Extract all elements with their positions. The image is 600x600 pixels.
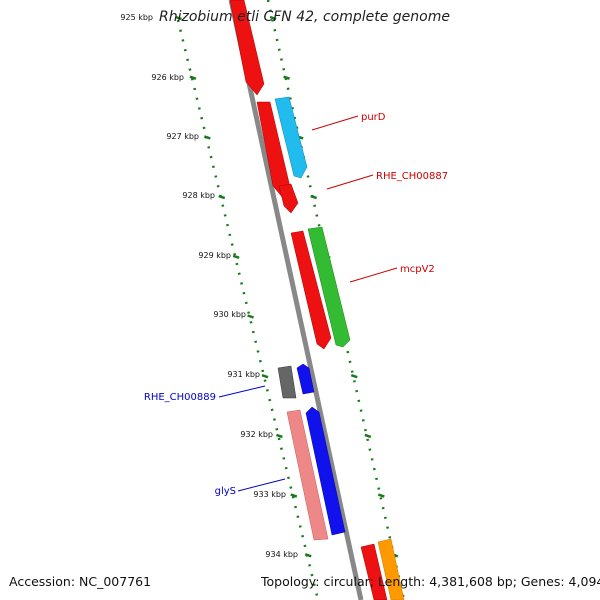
gene-label-rhe-ch00889[interactable]: RHE_CH00889	[144, 392, 216, 403]
gene-arrow-cyan[interactable]	[274, 96, 308, 179]
tick-label: 934 kbp	[265, 550, 298, 559]
gene-label-mcpv2[interactable]: mcpV2	[400, 264, 435, 275]
ruler-major-tick	[175, 15, 182, 21]
tick-label: 928 kbp	[182, 191, 215, 200]
ruler-major-tick	[350, 374, 358, 379]
tick-label: 927 kbp	[166, 132, 199, 141]
tick-label: 931 kbp	[227, 370, 260, 379]
ruler-right-ticks	[269, 15, 399, 558]
ruler-major-tick	[283, 75, 291, 80]
genome-summary: Topology: circular; Length: 4,381,608 bp…	[261, 574, 600, 589]
ruler-major-tick	[189, 75, 197, 80]
tick-label: 929 kbp	[198, 251, 231, 260]
genome-backbone	[228, 0, 364, 600]
accession-label: Accession: NC_007761	[9, 574, 152, 589]
gene-arrow-blue[interactable]	[305, 406, 346, 536]
gene-arrow-green[interactable]	[307, 226, 351, 348]
gene-arrow-red[interactable]	[278, 183, 299, 214]
ruler-major-tick	[247, 314, 254, 319]
features	[229, 0, 405, 600]
ruler-major-tick	[275, 433, 283, 439]
tick-label: 926 kbp	[151, 73, 184, 82]
gene-arrow-red[interactable]	[229, 0, 265, 96]
gene-arrow-gray[interactable]	[277, 365, 297, 399]
ruler-left-ticks	[175, 15, 312, 558]
genome-title: Rhizobium etli CFN 42, complete genome	[159, 9, 450, 25]
gene-arrow-red[interactable]	[360, 543, 388, 600]
tick-label: 932 kbp	[240, 430, 273, 439]
ruler-major-tick	[290, 493, 298, 498]
gene-arrow-blue[interactable]	[296, 363, 315, 395]
ruler-major-tick	[304, 553, 312, 558]
ruler-major-tick	[269, 15, 277, 21]
gene-arrow-red[interactable]	[290, 230, 332, 350]
ruler-major-tick	[232, 254, 240, 259]
gene-label-glyS[interactable]: glyS	[215, 486, 236, 497]
ruler-major-tick	[310, 194, 318, 200]
gene-leader-line	[237, 478, 286, 492]
ruler-major-tick	[203, 135, 211, 140]
gene-leader-line	[349, 267, 398, 283]
tick-label: 933 kbp	[253, 490, 286, 499]
gene-leader-line	[311, 115, 359, 131]
tick-label: 930 kbp	[213, 310, 246, 319]
gene-label-purD[interactable]: purD	[361, 112, 386, 123]
ruler-major-tick	[377, 493, 385, 498]
ruler-major-tick	[364, 433, 372, 439]
tick-label: 925 kbp	[120, 13, 153, 22]
ruler-major-tick	[261, 374, 269, 379]
gene-arrow-pink[interactable]	[286, 409, 329, 541]
gene-arrow-orange[interactable]	[377, 538, 405, 600]
gene-leader-line	[326, 174, 374, 190]
gene-label-rhe-ch00887[interactable]: RHE_CH00887	[376, 171, 448, 182]
gene-leader-line	[218, 385, 266, 398]
ruler-major-tick	[218, 194, 226, 200]
